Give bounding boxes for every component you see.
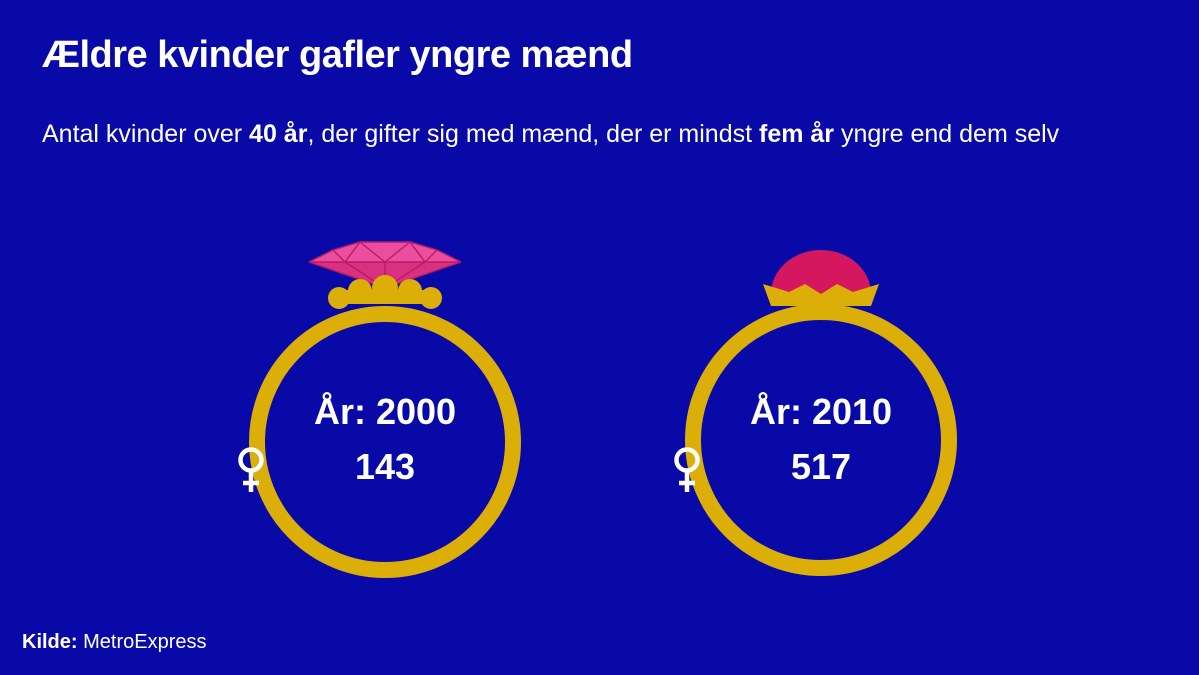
subtitle: Antal kvinder over 40 år, der gifter sig… — [42, 116, 1142, 152]
ring-count-row: 517 — [671, 446, 971, 492]
ring-band-icon — [249, 306, 521, 578]
setting-icon — [328, 275, 442, 309]
subtitle-part-3: yngre end dem selv — [834, 120, 1060, 148]
page-title: Ældre kvinder gafler yngre mænd — [42, 34, 633, 76]
source-value: MetroExpress — [77, 631, 207, 653]
subtitle-bold-years: fem år — [759, 120, 835, 148]
crown-setting-icon — [763, 284, 879, 306]
subtitle-part-2: , der gifter sig med mænd, der er mindst — [307, 120, 759, 148]
ring-count-value: 143 — [354, 446, 416, 487]
ring-count-row: 143 — [235, 446, 535, 492]
source-label: Kilde: — [22, 631, 78, 653]
subtitle-bold-age: 40 år — [249, 120, 308, 148]
ring-band-icon — [685, 304, 957, 576]
female-symbol-icon — [674, 447, 700, 492]
ring-2010: År: 2010 517 — [671, 228, 971, 588]
ring-count-value: 517 — [790, 446, 852, 487]
diamond-ring-icon — [249, 241, 521, 578]
female-symbol-icon — [238, 447, 264, 492]
source-credit: Kilde: MetroExpress — [22, 631, 207, 654]
gem-ring-icon — [685, 250, 957, 576]
round-gem-icon — [771, 250, 871, 294]
subtitle-part-1: Antal kvinder over — [42, 120, 250, 148]
ring-year-label: År: 2000 — [313, 391, 457, 432]
ring-year-label: År: 2010 — [749, 391, 893, 432]
ring-2000: År: 2000 143 — [235, 228, 535, 588]
